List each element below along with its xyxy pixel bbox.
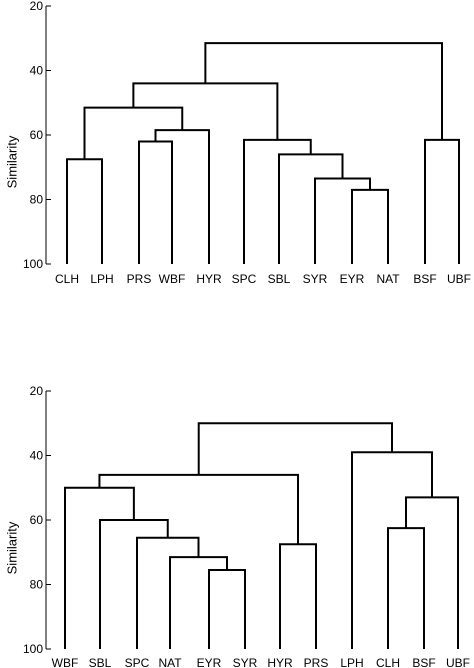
leaf-label: SBL (89, 656, 112, 668)
dendrogram-link (169, 556, 228, 649)
leaf-label: PRS (304, 656, 329, 668)
dendrogram-top: Similarity 20 40 60 80 100 CLH LPH PRS WBF HYR SP… (5, 0, 472, 286)
dendrogram-link (351, 451, 433, 649)
y-tick-label: 80 (30, 578, 44, 592)
dendrogram-link (83, 106, 184, 160)
dendrogram-link (204, 42, 443, 140)
y-tick-label: 40 (30, 449, 44, 463)
dendrogram-link (314, 177, 371, 264)
leaf-labels: CLH LPH PRS WBF HYR SPC SBL SYR EYR NAT BSF UBF (55, 272, 471, 286)
leaf-label: WBF (159, 272, 186, 286)
dendrogram-link (351, 188, 389, 264)
leaf-label: SPC (232, 272, 257, 286)
leaf-label: LPH (340, 656, 363, 668)
y-tick-label: 20 (30, 0, 44, 13)
y-tick-label: 60 (30, 513, 44, 527)
dendrogram-link (387, 527, 425, 649)
dendrogram-link (154, 129, 210, 264)
dendrogram-links (66, 42, 460, 264)
leaf-label: HYR (196, 272, 222, 286)
leaf-labels: WBF SBL SPC NAT EYR SYR HYR PRS LPH CLH BSF UBF (52, 656, 470, 668)
dendrogram-link (424, 138, 460, 264)
dendrogram-link (138, 140, 173, 264)
dendrogram-links (64, 422, 459, 649)
leaf-label: PRS (127, 272, 152, 286)
dendrogram-link (279, 543, 317, 649)
dendrogram-link (208, 568, 246, 649)
dendrogram-link (98, 473, 299, 545)
y-tick-label: 100 (23, 642, 43, 656)
dendrogram-link (405, 496, 459, 649)
leaf-label: SYR (303, 272, 328, 286)
leaf-label: WBF (52, 656, 79, 668)
y-tick-label: 80 (30, 193, 44, 207)
y-axis-label: Similarity (5, 135, 20, 188)
leaf-label: SYR (233, 656, 258, 668)
leaf-label: NAT (158, 656, 182, 668)
dendrogram-link (66, 158, 103, 264)
y-axis-ticks: 20 40 60 80 100 (23, 0, 51, 271)
leaf-label: UBF (447, 272, 471, 286)
dendrogram-link (278, 153, 344, 264)
y-tick-label: 20 (30, 384, 44, 398)
leaf-label: BSF (413, 272, 436, 286)
dendrogram-bottom: Similarity 20 40 60 80 100 WBF SBL SPC NAT EYR SY… (5, 384, 471, 668)
leaf-label: SPC (125, 656, 150, 668)
leaf-label: CLH (376, 656, 400, 668)
y-axis-label: Similarity (5, 521, 20, 574)
dendrogram-link (136, 536, 200, 649)
y-tick-label: 100 (23, 257, 43, 271)
leaf-label: BSF (412, 656, 435, 668)
leaf-label: CLH (55, 272, 79, 286)
leaf-label: EYR (340, 272, 365, 286)
dendrogram-link (197, 422, 393, 475)
leaf-label: SBL (268, 272, 291, 286)
y-axis-ticks: 20 40 60 80 100 (23, 384, 51, 656)
leaf-label: EYR (197, 656, 222, 668)
leaf-label: LPH (90, 272, 113, 286)
dendrogram-link (243, 138, 312, 264)
y-tick-label: 60 (30, 128, 44, 142)
leaf-label: HYR (267, 656, 293, 668)
leaf-label: UBF (446, 656, 470, 668)
y-tick-label: 40 (30, 64, 44, 78)
leaf-label: NAT (376, 272, 400, 286)
dendrogram-link (99, 519, 169, 649)
